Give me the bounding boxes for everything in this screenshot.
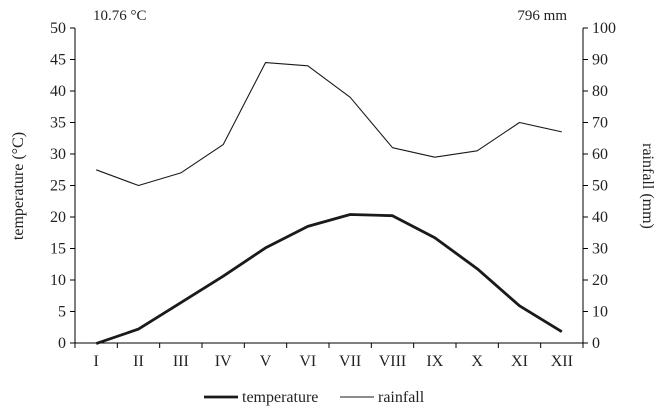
right-tick-label: 70 <box>592 115 608 132</box>
left-tick-label: 30 <box>50 146 66 163</box>
left-tick-label: 45 <box>50 52 66 69</box>
x-tick-label: XII <box>551 353 573 370</box>
left-tick-label: 0 <box>58 335 66 352</box>
right-tick-label: 30 <box>592 241 608 258</box>
right-tick-label: 80 <box>592 83 608 100</box>
mean-temperature-annotation: 10.76 °C <box>93 8 147 24</box>
right-tick-label: 0 <box>592 335 600 352</box>
left-tick-label: 35 <box>50 115 66 132</box>
temperature-line <box>95 213 563 345</box>
left-axis-title: temperature (°C) <box>10 132 27 240</box>
right-tick-label: 20 <box>592 272 608 289</box>
left-tick-label: 20 <box>50 209 66 226</box>
annual-rainfall-annotation: 796 mm <box>517 8 567 24</box>
right-tick-label: 50 <box>592 178 608 195</box>
left-tick-label: 10 <box>50 272 66 289</box>
rainfall-line <box>96 62 562 187</box>
right-tick-label: 60 <box>592 146 608 163</box>
right-tick-label: 100 <box>592 20 616 37</box>
right-tick-label: 90 <box>592 52 608 69</box>
x-tick-label: XI <box>511 353 528 370</box>
left-axis-ticks: 0 5 10 15 20 25 30 35 40 45 50 <box>50 20 75 352</box>
right-tick-label: 10 <box>592 304 608 321</box>
left-tick-label: 50 <box>50 20 66 37</box>
left-tick-label: 25 <box>50 178 66 195</box>
x-tick-label: IV <box>215 353 232 370</box>
x-axis-ticks: I II III IV V VI VII VIII IX X XI XII <box>74 343 584 370</box>
left-tick-label: 15 <box>50 241 66 258</box>
x-tick-label: II <box>133 353 144 370</box>
right-axis-title: rainfall (mm) <box>639 143 656 229</box>
x-tick-label: VII <box>339 353 361 370</box>
legend: temperature rainfall <box>204 389 425 406</box>
left-tick-label: 5 <box>58 304 66 321</box>
legend-temperature-label: temperature <box>242 389 318 406</box>
x-tick-label: I <box>94 353 99 370</box>
x-tick-label: III <box>173 353 189 370</box>
x-tick-label: VIII <box>379 353 407 370</box>
x-tick-label: VI <box>299 353 316 370</box>
x-tick-label: X <box>471 353 483 370</box>
x-tick-label: IX <box>426 353 443 370</box>
left-tick-label: 40 <box>50 83 66 100</box>
legend-rainfall-label: rainfall <box>378 389 425 406</box>
x-tick-label: V <box>260 353 272 370</box>
right-tick-label: 40 <box>592 209 608 226</box>
right-axis-ticks: 0 10 20 30 40 50 60 70 80 90 100 <box>583 20 616 352</box>
series-layer <box>95 62 563 345</box>
